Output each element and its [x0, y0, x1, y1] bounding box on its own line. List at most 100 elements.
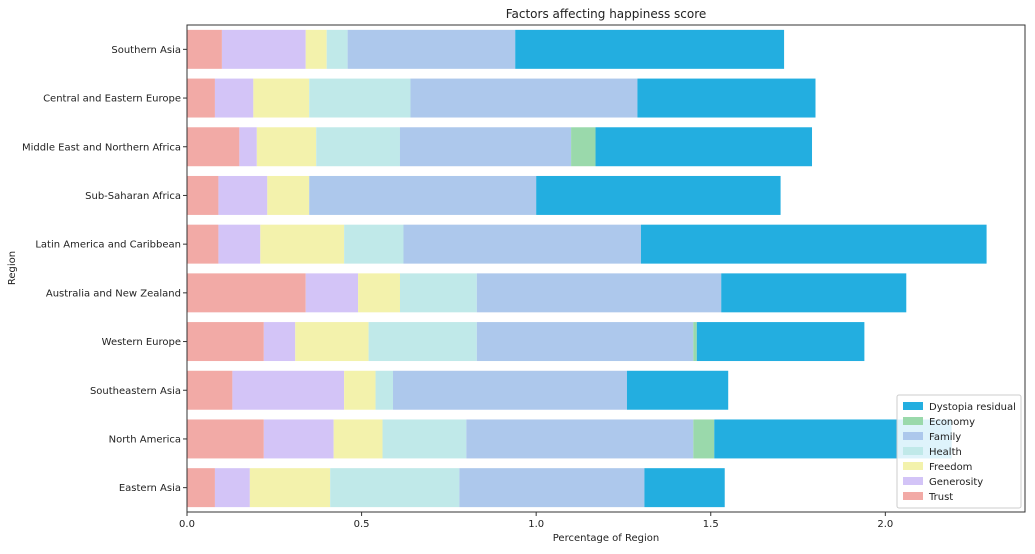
bar-health-7 — [375, 370, 394, 410]
y-tick-label: Western Europe — [102, 337, 181, 348]
legend-label-trust: Trust — [928, 492, 953, 503]
bar-dystopia-residual-0 — [515, 29, 785, 69]
bar-generosity-9 — [214, 468, 250, 508]
y-tick-label: Australia and New Zealand — [46, 288, 181, 299]
bar-family-6 — [476, 322, 694, 362]
y-tick-label: Sub-Saharan Africa — [85, 191, 181, 202]
legend: Dystopia residual Economy Family Health Free… — [896, 394, 1022, 509]
legend-swatch-freedom — [903, 462, 923, 470]
bar-freedom-9 — [249, 468, 331, 508]
bar-health-8 — [382, 419, 467, 459]
bar-dystopia-residual-1 — [637, 78, 816, 118]
legend-box — [896, 394, 1022, 509]
bar-dystopia-residual-4 — [640, 224, 987, 264]
y-tick-label: Southeastern Asia — [90, 386, 181, 397]
bar-health-1 — [309, 78, 411, 118]
bar-generosity-3 — [218, 175, 268, 215]
bar-trust-3 — [187, 175, 219, 215]
bar-freedom-8 — [333, 419, 383, 459]
bar-generosity-2 — [239, 127, 257, 167]
bar-freedom-0 — [305, 29, 327, 69]
bar-freedom-1 — [253, 78, 310, 118]
y-tick-label: Middle East and Northern Africa — [22, 142, 181, 153]
bar-economy-6 — [693, 322, 697, 362]
bar-freedom-5 — [358, 273, 400, 313]
chart-title: Factors affecting happiness score — [506, 7, 707, 21]
bar-health-4 — [344, 224, 404, 264]
bar-freedom-4 — [260, 224, 345, 264]
ticks-layer: Southern Asia Central and Eastern Europe M… — [22, 45, 893, 530]
bar-generosity-5 — [305, 273, 359, 313]
bar-freedom-6 — [295, 322, 369, 362]
y-tick-label: Central and Eastern Europe — [43, 94, 181, 105]
x-tick-label: 2.0 — [877, 519, 893, 530]
x-tick-label: 0.0 — [179, 519, 195, 530]
bar-health-6 — [368, 322, 477, 362]
bar-family-3 — [309, 175, 537, 215]
bar-health-2 — [316, 127, 400, 167]
bar-generosity-1 — [214, 78, 254, 118]
bar-family-0 — [347, 29, 516, 69]
bar-trust-0 — [187, 29, 222, 69]
bar-trust-5 — [187, 273, 306, 313]
bar-trust-6 — [187, 322, 264, 362]
x-axis-label: Percentage of Region — [553, 533, 659, 544]
bar-family-1 — [410, 78, 638, 118]
bar-economy-8 — [693, 419, 715, 459]
bar-dystopia-residual-6 — [696, 322, 865, 362]
legend-swatch-health — [903, 447, 923, 455]
x-tick-label: 1.0 — [528, 519, 544, 530]
bar-health-5 — [399, 273, 477, 313]
bar-family-2 — [399, 127, 572, 167]
legend-label-health: Health — [929, 447, 962, 458]
legend-swatch-generosity — [903, 477, 923, 485]
bar-dystopia-residual-7 — [626, 370, 729, 410]
bar-generosity-0 — [221, 29, 306, 69]
bar-dystopia-residual-9 — [644, 468, 725, 508]
bar-freedom-3 — [267, 175, 310, 215]
y-tick-label: Latin America and Caribbean — [35, 240, 181, 251]
bar-generosity-8 — [263, 419, 334, 459]
bar-health-0 — [326, 29, 348, 69]
x-tick-label: 1.5 — [703, 519, 719, 530]
bar-freedom-2 — [256, 127, 317, 167]
legend-swatch-economy — [903, 417, 923, 425]
bar-family-7 — [393, 370, 627, 410]
y-axis-label: Region — [7, 251, 18, 285]
bar-family-4 — [403, 224, 641, 264]
bar-economy-2 — [571, 127, 596, 167]
bar-dystopia-residual-3 — [536, 175, 781, 215]
bar-freedom-7 — [344, 370, 376, 410]
bar-dystopia-residual-5 — [721, 273, 907, 313]
legend-label-generosity: Generosity — [929, 477, 983, 488]
y-tick-label: Southern Asia — [111, 45, 181, 56]
bar-family-9 — [459, 468, 645, 508]
legend-label-freedom: Freedom — [929, 462, 972, 473]
legend-label-dystopia-residual: Dystopia residual — [929, 402, 1016, 413]
y-tick-label: North America — [109, 434, 181, 445]
legend-label-economy: Economy — [929, 417, 975, 428]
bar-generosity-7 — [232, 370, 345, 410]
bar-trust-2 — [187, 127, 240, 167]
bar-health-9 — [330, 468, 460, 508]
bar-trust-9 — [187, 468, 215, 508]
y-tick-label: Eastern Asia — [119, 483, 181, 494]
bars-layer — [187, 29, 987, 508]
legend-label-family: Family — [929, 432, 961, 443]
bar-family-5 — [476, 273, 722, 313]
bar-family-8 — [466, 419, 694, 459]
bar-trust-7 — [187, 370, 233, 410]
legend-swatch-dystopia-residual — [903, 402, 923, 410]
bar-dystopia-residual-2 — [595, 127, 813, 167]
legend-swatch-family — [903, 432, 923, 440]
legend-swatch-trust — [903, 492, 923, 500]
bar-trust-1 — [187, 78, 215, 118]
plot-frame — [186, 24, 1026, 513]
bar-trust-4 — [187, 224, 219, 264]
bar-generosity-4 — [218, 224, 261, 264]
x-tick-label: 0.5 — [354, 519, 370, 530]
bar-generosity-6 — [263, 322, 296, 362]
bar-trust-8 — [187, 419, 264, 459]
